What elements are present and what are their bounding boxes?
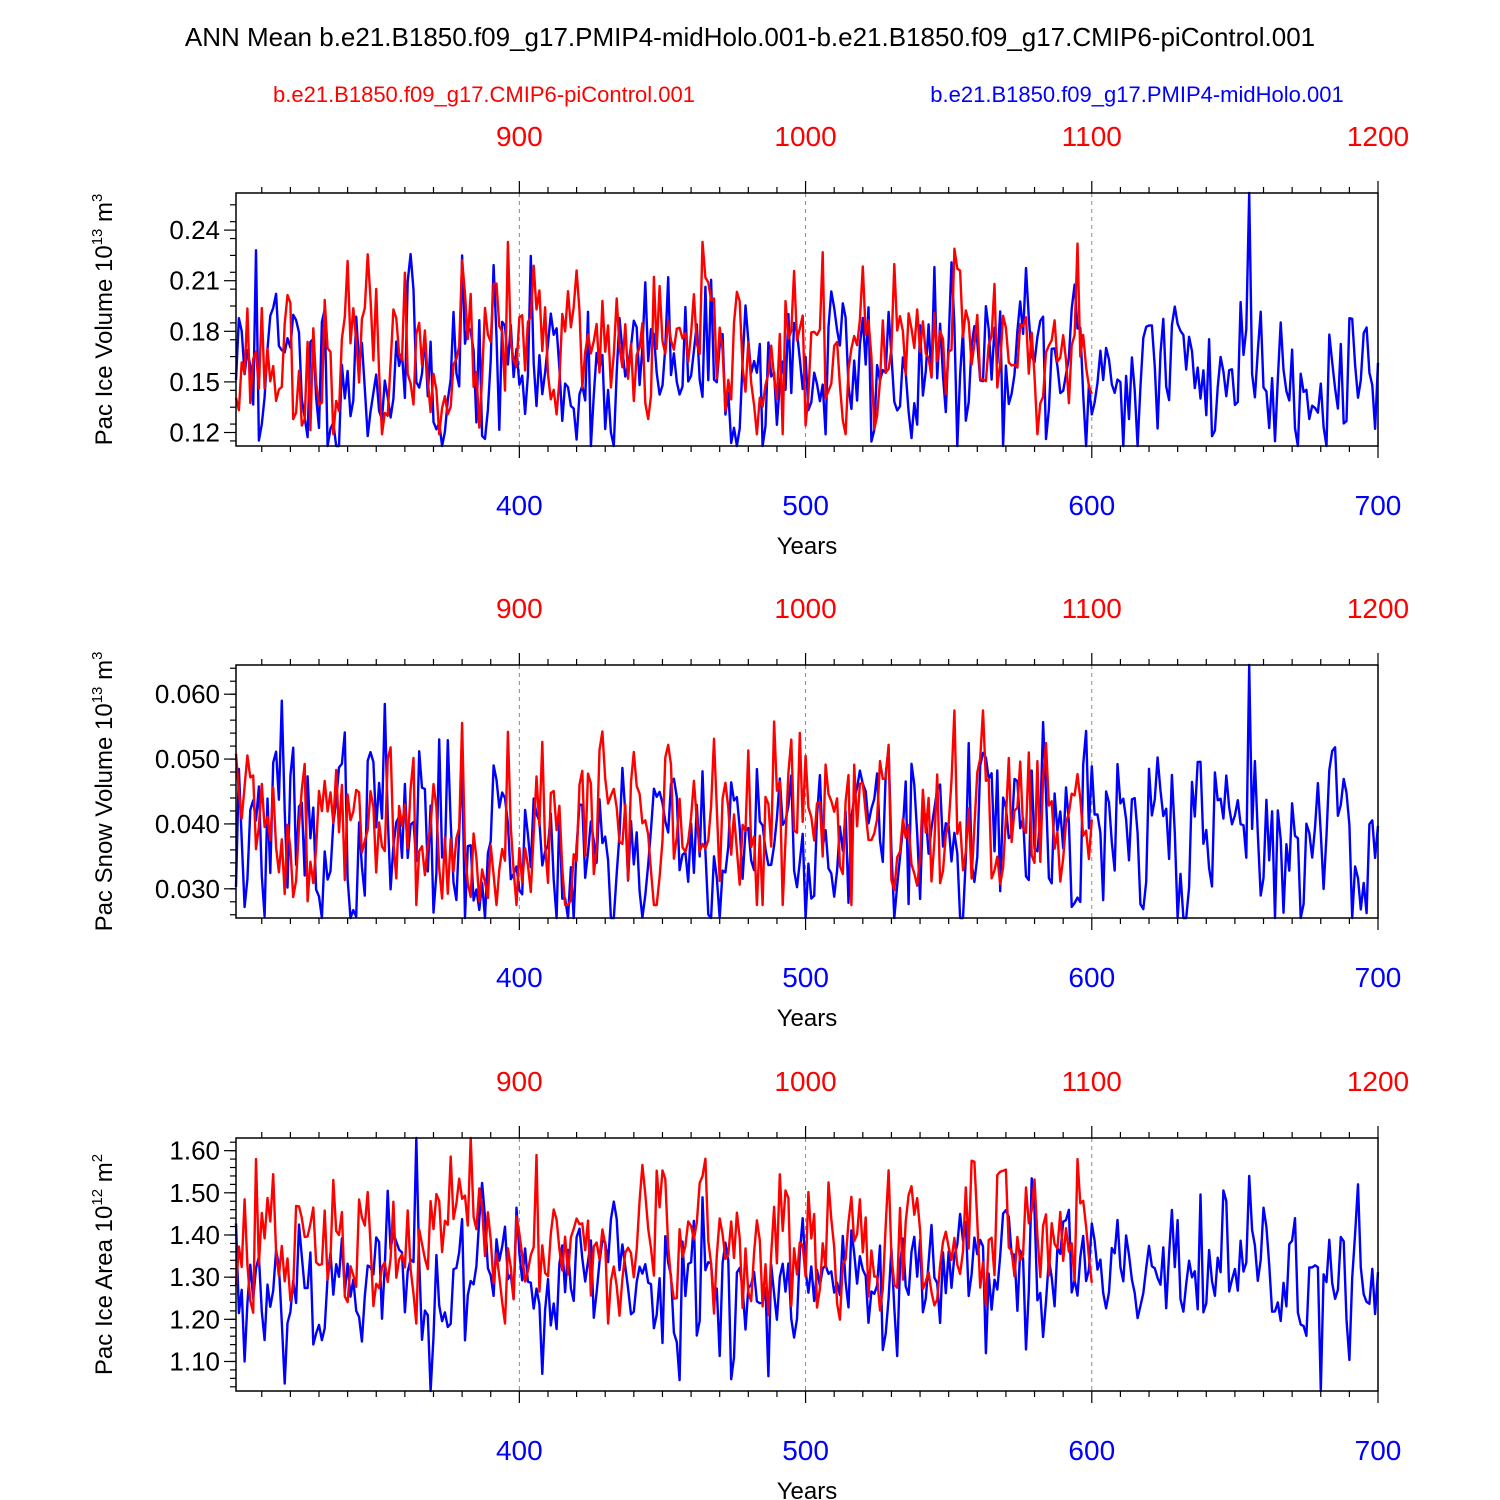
- legend-picontrol: b.e21.B1850.f09_g17.CMIP6-piControl.001: [273, 82, 695, 107]
- y-label-unit: m: [91, 1162, 118, 1189]
- x-bottom-tick-label: 600: [1068, 1435, 1115, 1466]
- x-bottom-tick-label: 700: [1355, 490, 1402, 521]
- y-label-unit: m: [91, 202, 118, 229]
- y-label-unit-exponent: 3: [89, 194, 106, 202]
- x-top-tick-label: 1200: [1347, 1066, 1409, 1097]
- y-label-unit-exponent: 3: [89, 652, 106, 660]
- y-tick-label: 1.60: [169, 1136, 220, 1166]
- y-tick-label: 0.24: [169, 215, 220, 245]
- plot-frame: [235, 664, 1379, 919]
- series-midholo-line: [234, 663, 1380, 920]
- x-axis-label: Years: [777, 1478, 838, 1500]
- y-tick-label: 1.10: [169, 1346, 220, 1376]
- y-label-exponent: 13: [89, 687, 106, 704]
- chart-panel-2: 0.030 0.040 0.050 0.060 400 500 600 700 900 1000 1…: [89, 593, 1409, 1032]
- y-label-text: Pac Snow Volume 10: [91, 703, 118, 931]
- y-axis-label: Pac Ice Volume 1013 m3: [89, 194, 118, 446]
- y-label-exponent: 12: [89, 1189, 106, 1206]
- y-label-text: Pac Ice Volume 10: [91, 245, 118, 445]
- figure-title: ANN Mean b.e21.B1850.f09_g17.PMIP4-midHo…: [185, 22, 1315, 52]
- x-top-tick-label: 1000: [774, 593, 836, 624]
- x-top-tick-label: 1100: [1062, 121, 1122, 152]
- x-top-tick-label: 1000: [774, 121, 836, 152]
- series-midholo-line: [234, 1136, 1380, 1393]
- x-top-tick-label: 1100: [1062, 593, 1122, 624]
- y-tick-label: 1.40: [169, 1220, 220, 1250]
- x-top-tick-label: 1100: [1062, 1066, 1122, 1097]
- y-tick-label: 1.30: [169, 1262, 220, 1292]
- x-top-tick-label: 1200: [1347, 121, 1409, 152]
- y-tick-label: 0.050: [155, 744, 220, 774]
- x-axis-label: Years: [777, 533, 838, 560]
- y-tick-label: 0.15: [169, 367, 220, 397]
- legend-midholo: b.e21.B1850.f09_g17.PMIP4-midHolo.001: [930, 82, 1343, 107]
- x-bottom-tick-label: 400: [496, 490, 543, 521]
- y-tick-label: 0.030: [155, 874, 220, 904]
- x-top-tick-label: 1200: [1347, 593, 1409, 624]
- x-top-tick-label: 900: [496, 121, 543, 152]
- y-label-exponent: 13: [89, 229, 106, 246]
- series-picontrol-line: [234, 240, 1093, 436]
- x-axis-label: Years: [777, 1005, 838, 1032]
- x-bottom-tick-label: 500: [782, 490, 829, 521]
- y-tick-label: 0.12: [169, 418, 220, 448]
- series-picontrol-line: [234, 709, 1093, 907]
- x-bottom-tick-label: 400: [496, 1435, 543, 1466]
- y-tick-label: 1.20: [169, 1304, 220, 1334]
- y-tick-label: 0.18: [169, 316, 220, 346]
- y-label-unit: m: [91, 660, 118, 687]
- plot-frame: [235, 192, 1379, 447]
- plot-frame: [235, 1137, 1379, 1392]
- series-picontrol-line: [234, 1136, 1093, 1325]
- x-bottom-tick-label: 700: [1355, 962, 1402, 993]
- x-top-tick-label: 900: [496, 1066, 543, 1097]
- x-bottom-tick-label: 500: [782, 1435, 829, 1466]
- y-axis-label: Pac Snow Volume 1013 m3: [89, 652, 118, 932]
- x-bottom-tick-label: 500: [782, 962, 829, 993]
- x-bottom-tick-label: 600: [1068, 962, 1115, 993]
- chart-panel-3: 1.10 1.20 1.30 1.40 1.50 1.60 400 500 600 700 900 1…: [89, 1066, 1409, 1500]
- y-label-text: Pac Ice Area 10: [91, 1206, 118, 1375]
- y-tick-label: 1.50: [169, 1178, 220, 1208]
- x-bottom-tick-label: 400: [496, 962, 543, 993]
- x-top-tick-label: 900: [496, 593, 543, 624]
- y-tick-label: 0.060: [155, 679, 220, 709]
- chart-panel-1: 0.12 0.15 0.18 0.21 0.24 400 500 600 700 900 1000 1…: [89, 121, 1409, 560]
- y-tick-label: 0.040: [155, 809, 220, 839]
- y-tick-label: 0.21: [169, 266, 220, 296]
- x-top-tick-label: 1000: [774, 1066, 836, 1097]
- x-bottom-tick-label: 700: [1355, 1435, 1402, 1466]
- y-axis-label: Pac Ice Area 1012 m2: [89, 1154, 118, 1375]
- y-label-unit-exponent: 2: [89, 1154, 106, 1162]
- x-bottom-tick-label: 600: [1068, 490, 1115, 521]
